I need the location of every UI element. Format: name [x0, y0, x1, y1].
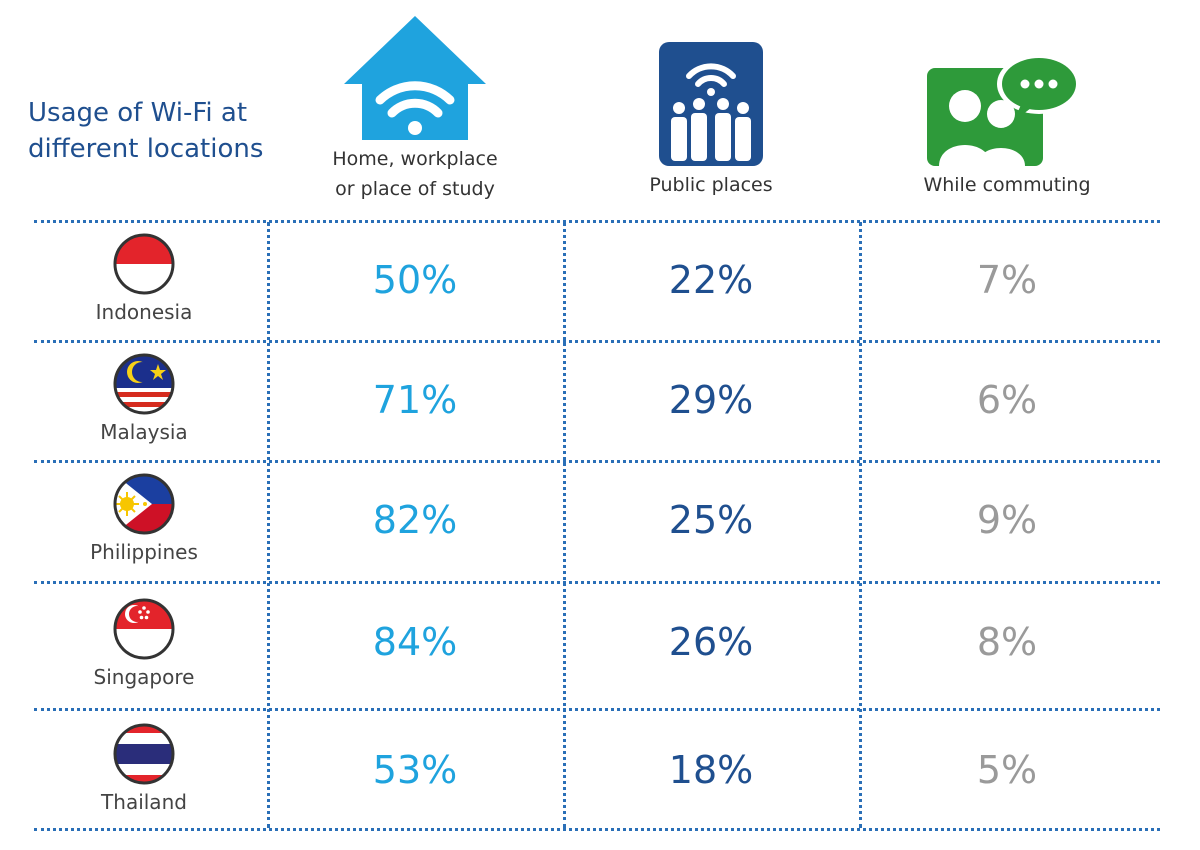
flag-philippines-icon: [113, 473, 175, 535]
flag-indonesia-icon: [113, 233, 175, 295]
grid-line-row1: [34, 340, 1160, 343]
country-name: Indonesia: [95, 300, 193, 324]
chart-title: Usage of Wi-Fi at different locations: [28, 95, 288, 167]
flag-malaysia-icon: [113, 353, 175, 415]
value-commute-philippines: 9%: [976, 498, 1038, 542]
value-home-indonesia: 50%: [372, 258, 458, 302]
value-commute-indonesia: 7%: [976, 258, 1038, 302]
value-commute-malaysia: 6%: [976, 378, 1038, 422]
country-name: Singapore: [93, 665, 195, 689]
row-label-thailand: Thailand: [34, 722, 254, 814]
row-label-philippines: Philippines: [34, 472, 254, 564]
commuting-chat-icon: [927, 54, 1081, 166]
chart-title-line2: different locations: [28, 134, 264, 164]
flag-singapore-icon: [113, 598, 175, 660]
column-label-public: Public places: [649, 174, 773, 196]
grid-line-row4: [34, 708, 1160, 711]
column-label-commute: While commuting: [923, 174, 1091, 196]
public-places-icon: [659, 42, 763, 166]
grid-line-col3: [859, 222, 862, 828]
value-public-philippines: 25%: [668, 498, 754, 542]
column-label-home-line2: or place of study: [335, 178, 495, 200]
row-label-singapore: Singapore: [34, 597, 254, 689]
value-home-thailand: 53%: [372, 748, 458, 792]
column-label-home-line1: Home, workplace: [332, 148, 498, 170]
value-public-indonesia: 22%: [668, 258, 754, 302]
chart-title-line1: Usage of Wi-Fi at: [28, 98, 248, 128]
country-name: Malaysia: [100, 420, 188, 444]
grid-line-col1: [267, 222, 270, 828]
value-commute-thailand: 5%: [976, 748, 1038, 792]
value-public-singapore: 26%: [668, 620, 754, 664]
value-public-malaysia: 29%: [668, 378, 754, 422]
value-home-malaysia: 71%: [372, 378, 458, 422]
grid-line-top: [34, 220, 1160, 223]
value-commute-singapore: 8%: [976, 620, 1038, 664]
grid-line-row2: [34, 460, 1160, 463]
row-label-malaysia: Malaysia: [34, 352, 254, 444]
grid-line-bottom: [34, 828, 1160, 831]
grid-line-row3: [34, 581, 1160, 584]
country-name: Thailand: [101, 790, 187, 814]
grid-line-col2: [563, 222, 566, 828]
home-wifi-icon: [344, 16, 486, 140]
row-label-indonesia: Indonesia: [34, 232, 254, 324]
country-name: Philippines: [90, 540, 198, 564]
value-home-philippines: 82%: [372, 498, 458, 542]
value-home-singapore: 84%: [372, 620, 458, 664]
value-public-thailand: 18%: [668, 748, 754, 792]
flag-thailand-icon: [113, 723, 175, 785]
